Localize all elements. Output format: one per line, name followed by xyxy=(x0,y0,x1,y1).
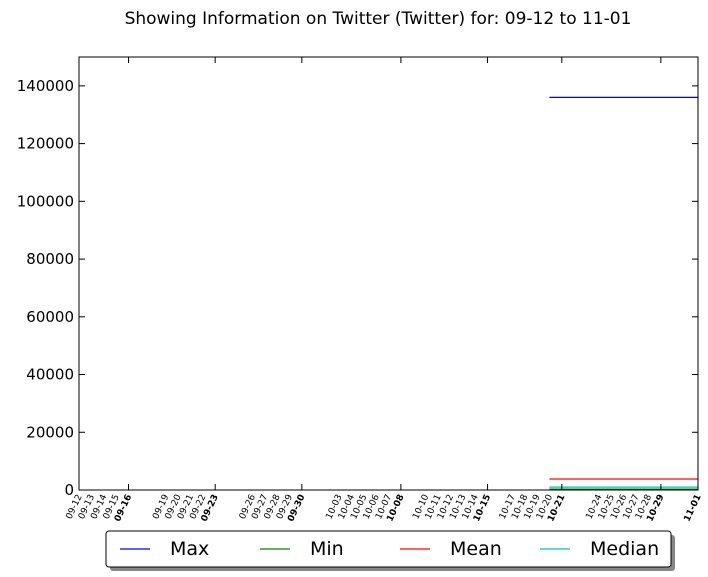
y-axis: 0 20000 40000 60000 80000 100000 120000 140000 xyxy=(17,77,698,499)
y-tick-label: 120000 xyxy=(17,135,74,153)
y-tick-label: 140000 xyxy=(17,77,74,95)
y-tick-label: 0 xyxy=(64,481,74,499)
legend-label-max: Max xyxy=(170,538,209,560)
plot-frame xyxy=(78,56,699,491)
plot-area xyxy=(549,96,698,490)
y-tick-label: 40000 xyxy=(26,366,74,384)
legend-label-median: Median xyxy=(590,538,659,560)
legend-box xyxy=(105,530,672,568)
legend-label-mean: Mean xyxy=(450,538,502,560)
legend-label-min: Min xyxy=(310,538,344,560)
y-tick-label: 80000 xyxy=(26,250,74,268)
y-tick-label: 20000 xyxy=(26,423,74,441)
y-tick-label: 100000 xyxy=(17,192,74,210)
y-tick-label: 60000 xyxy=(26,308,74,326)
legend: Max Min Mean Median xyxy=(105,530,675,571)
chart-title: Showing Information on Twitter (Twitter)… xyxy=(125,9,632,29)
